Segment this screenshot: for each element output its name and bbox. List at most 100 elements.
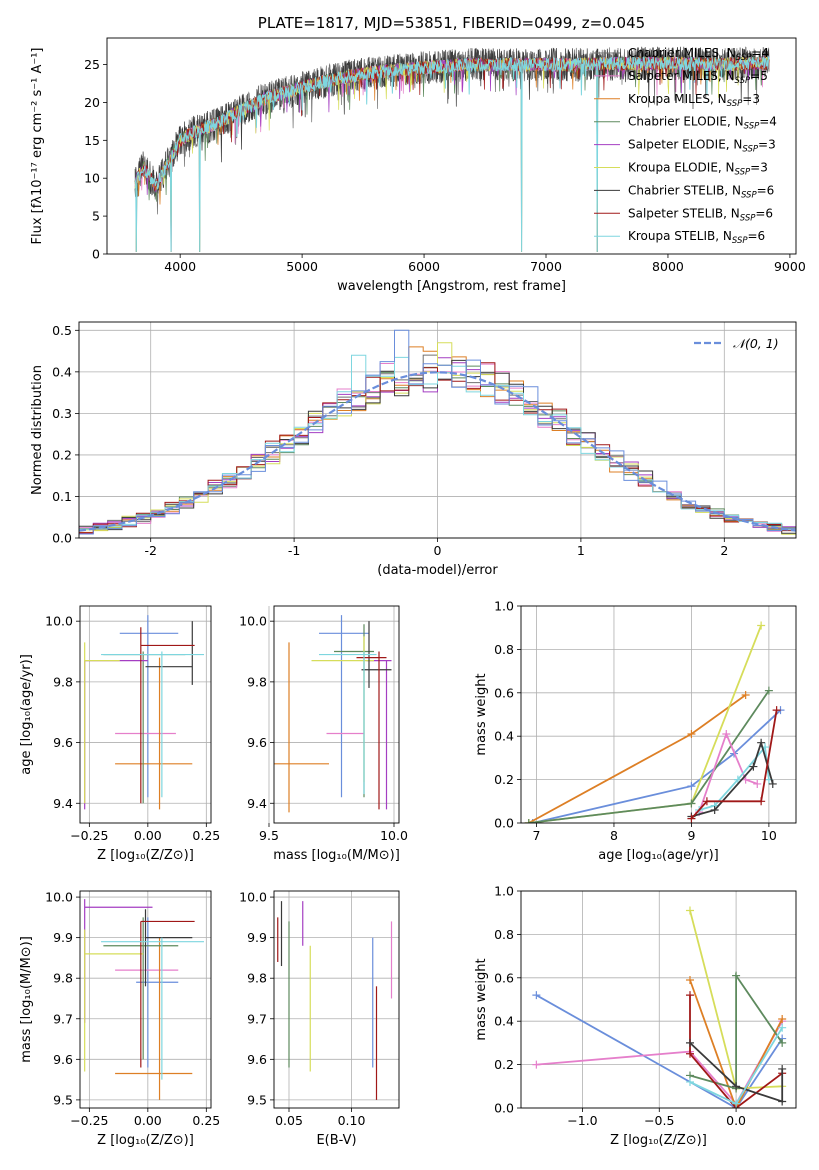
weight_vs_age-marker-chabrier_stelib [768,779,777,788]
mass_vs_ebv-ytick-label-2: 9.7 [247,1011,267,1026]
legend-label-chabrier_miles: Chabrier MILES, NSSP=4 [628,46,769,63]
legend-label-sub: SSP [735,76,751,86]
normal-curve [79,371,796,532]
weight_vs_age-marker-salpeter_stelib [687,814,696,823]
age_vs_z-ytick-label-1: 9.6 [53,735,73,750]
legend-label-suffix: =6 [755,206,773,220]
age_vs_mass-xtick-label-0: 9.5 [259,828,279,843]
weight_vs_age-xtick-label-2: 9 [687,828,695,843]
legend-label-suffix: =6 [748,229,766,243]
mass_vs_ebv-xtick-label-1: 0.10 [338,1113,366,1128]
residuals-ytick-label-5: 0.5 [52,323,72,338]
legend-label-suffix: =5 [750,69,768,83]
age_vs_z-xtick-label-1: 0.00 [134,828,162,843]
spectrum-xtick-label-1: 5000 [286,259,318,274]
residuals-ylabel: Normed distribution [30,365,45,495]
weight_vs_z-marker-salpeter_stelib [685,991,694,1000]
weight_vs_age-marker-chabrier_elodie [524,819,533,823]
residuals-xtick-label-2: 0 [434,543,442,558]
age_vs_mass-ytick-label-2: 9.8 [247,674,267,689]
residuals-ytick-label-3: 0.3 [52,406,72,421]
weight_vs_z-marker-kroupa_miles [778,1015,787,1024]
weight_vs_age-ytick-label-1: 0.2 [494,772,514,787]
legend-label-sub: SSP [727,99,743,109]
age_vs_z-ytick-label-0: 9.4 [53,796,73,811]
mass_vs_ebv-ytick-label-5: 10.0 [239,890,267,905]
weight_vs_z-xtick-label-2: 0.0 [726,1113,746,1128]
weight_vs_age-marker-salpeter_miles [722,730,731,739]
age_vs_mass-frame [273,605,400,824]
weight_vs_age-marker-kroupa_miles [741,690,750,699]
spectrum-ytick-label-0: 0 [92,247,100,262]
weight_vs_age-xtick-label-0: 7 [533,828,541,843]
spectrum-series-kroupa_stelib [134,56,770,252]
weight_vs_z-xtick-label-0: −1.0 [567,1113,597,1128]
weight_vs_z-marker-chabrier_stelib [685,1038,694,1047]
weight_vs_z-plot-area [532,906,787,1108]
weight_vs_z-line-chabrier_elodie [689,972,783,1090]
spectrum-ytick-label-5: 25 [84,57,100,72]
weight_vs_age-marker-salpeter_stelib [702,797,711,806]
residuals-ytick-label-1: 0.1 [52,489,72,504]
residuals-xtick-label-1: -1 [288,543,300,558]
age_vs_z-ylabel: age [log₁₀(age/yr)] [19,654,34,775]
spectrum-plot-area [134,46,770,253]
weight_vs_z-ytick-label-2: 0.4 [494,1014,514,1029]
weight_vs_z-marker-chabrier_stelib [732,1082,741,1091]
residuals-xlabel: (data-model)/error [377,563,498,578]
weight_vs_z-ytick-label-4: 0.8 [494,927,514,942]
legend-label-main: Chabrier MILES, N [628,46,736,60]
weight_vs_age-ytick-label-4: 0.8 [494,642,514,657]
weight_vs_z-marker-kroupa_stelib [685,1077,694,1086]
weight_vs_age-axes: 7 8 9 10 0.0 0.2 0.4 0.6 0.8 1.0 age [log₁₀(age/yr… [474,599,797,863]
legend-label-sub: SSP [744,122,760,132]
mass_vs_z-ytick-label-0: 9.5 [53,1092,73,1107]
legend-label-sub: SSP [740,213,756,223]
mass_vs_ebv-axes: 0.05 0.10 9.5 9.6 9.7 9.8 9.9 10.0 E(B-V) [239,890,400,1148]
legend-label-suffix: =4 [759,115,777,129]
weight_vs_z-line-kroupa_miles [689,979,783,1108]
weight_vs_z-line-salpeter_stelib [689,995,783,1108]
spectrum-xlabel: wavelength [Angstrom, rest frame] [337,279,566,294]
spectrum-series-kroupa_miles [134,55,770,252]
legend-label-main: Chabrier ELODIE, N [628,115,744,129]
mass_vs_z-xtick-label-2: 0.25 [192,1113,220,1128]
weight_vs_age-marker-kroupa_stelib [733,775,742,784]
spectrum-title: PLATE=1817, MJD=53851, FIBERID=0499, z=0… [258,14,645,32]
legend-label-sub: SSP [732,236,748,246]
legend-label-sub: SSP [736,53,752,63]
weight_vs_z-xlabel: Z [log₁₀(Z/Z⊙)] [610,1133,707,1148]
age_vs_z-ytick-label-3: 10.0 [45,614,73,629]
weight_vs_z-marker-chabrier_stelib [778,1064,787,1073]
weight_vs_z-ytick-label-5: 1.0 [494,884,514,899]
legend-label-chabrier_elodie: Chabrier ELODIE, NSSP=4 [628,115,777,132]
age_vs_z-frame [79,605,212,824]
weight_vs_z-marker-normal [532,991,541,1000]
weight_vs_age-marker-salpeter_stelib [772,706,781,715]
weight_vs_z-ylabel: mass weight [474,958,489,1040]
age_vs_mass-xlabel: mass [log₁₀(M/M⊙)] [273,848,400,863]
residual-legend-label: 𝒩(0, 1) [733,336,779,351]
legend-label-suffix: =3 [750,161,768,175]
mass_vs_z-ytick-label-3: 9.8 [53,971,73,986]
weight_vs_age-marker-salpeter_miles [753,779,762,788]
weight_vs_age-ytick-label-5: 1.0 [494,599,514,614]
legend-label-main: Chabrier STELIB, N [628,183,741,197]
legend-label-main: Salpeter MILES, N [628,69,735,83]
weight_vs_age-xlabel: age [log₁₀(age/yr)] [598,848,719,863]
spectrum-xtick-label-2: 6000 [408,259,440,274]
spectrum-ytick-label-2: 10 [84,171,100,186]
mass_vs_z-frame [79,890,212,1109]
mass_vs_ebv-xtick-label-0: 0.05 [275,1113,303,1128]
mass_vs_z-ytick-label-2: 9.7 [53,1011,73,1026]
age_vs_mass-ytick-label-3: 10.0 [239,614,267,629]
age_vs_z-xlabel: Z [log₁₀(Z/Z⊙)] [97,848,194,863]
legend-label-suffix: =6 [757,183,775,197]
weight_vs_age-ytick-label-2: 0.4 [494,729,514,744]
weight_vs_z-marker-chabrier_elodie [778,1038,787,1047]
weight_vs_z-ytick-label-0: 0.0 [494,1101,514,1116]
age_vs_z-xtick-label-0: −0.25 [70,828,108,843]
weight_vs_age-ytick-label-0: 0.0 [494,816,514,831]
legend-label-salpeter_elodie: Salpeter ELODIE, NSSP=3 [628,138,776,155]
mass_vs_z-ytick-label-5: 10.0 [45,890,73,905]
